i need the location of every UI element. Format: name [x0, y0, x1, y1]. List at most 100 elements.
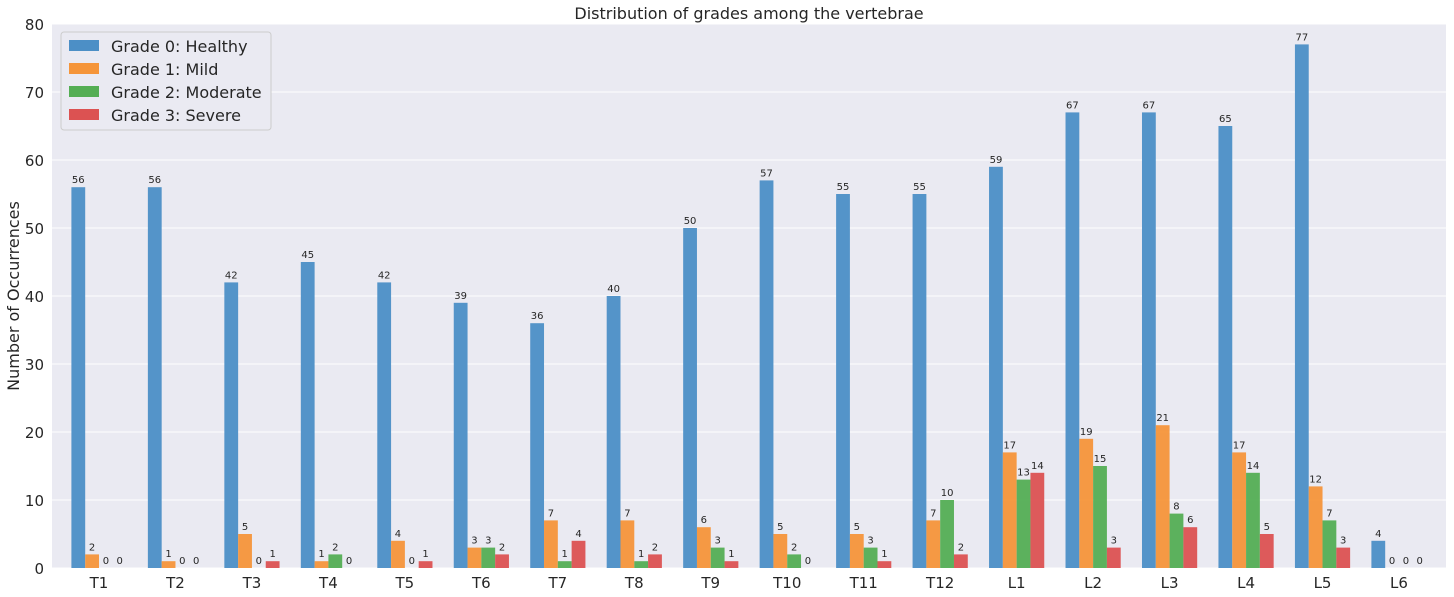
legend-swatch — [69, 40, 99, 51]
bar — [530, 323, 545, 568]
bar-value-label: 3 — [471, 536, 477, 547]
bar-value-label: 3 — [714, 536, 720, 547]
bar-value-label: 19 — [1080, 427, 1093, 438]
bar-value-label: 0 — [193, 556, 199, 567]
bar-value-label: 55 — [913, 182, 926, 193]
bar — [300, 262, 315, 568]
bar-value-label: 1 — [562, 549, 568, 560]
bar-value-label: 0 — [1403, 556, 1409, 567]
legend-label: Grade 1: Mild — [111, 60, 218, 79]
x-tick-label: T1 — [89, 574, 109, 592]
bar — [391, 540, 405, 568]
bar-value-label: 3 — [1340, 536, 1346, 547]
bar-value-label: 4 — [395, 529, 401, 540]
bar — [1259, 534, 1274, 568]
x-tick-label: T8 — [624, 574, 644, 592]
bar — [1002, 452, 1017, 568]
bar — [265, 561, 280, 568]
bar — [71, 187, 86, 568]
x-tick-label: T3 — [242, 574, 262, 592]
x-tick-labels: T1 T2 T3 T4 T5 T6 T7 T8 T9 T10 T11 T12 L1 L2 L3 L4 L5 L6 — [89, 574, 1408, 592]
bar-value-label: 67 — [1143, 100, 1156, 111]
x-tick-label: T6 — [471, 574, 491, 592]
bar-value-label: 2 — [332, 542, 338, 553]
bar-value-label: 1 — [165, 549, 171, 560]
x-tick-label: L2 — [1084, 574, 1102, 592]
x-tick-label: T9 — [700, 574, 720, 592]
legend-swatch — [69, 63, 99, 74]
bar — [940, 500, 954, 568]
bar-value-label: 67 — [1066, 100, 1079, 111]
bar — [1106, 547, 1121, 568]
bar — [648, 554, 662, 568]
bar — [1294, 44, 1309, 568]
bar — [1030, 472, 1045, 568]
grid-lines — [52, 23, 1446, 569]
bar-value-label: 36 — [531, 311, 544, 322]
bar-value-label: 5 — [242, 522, 248, 533]
bar-value-label: 7 — [930, 508, 936, 519]
bar — [1218, 126, 1233, 568]
bar — [773, 534, 788, 568]
y-tick-label: 50 — [25, 220, 44, 238]
bar-value-label: 1 — [728, 549, 734, 560]
y-tick-label: 20 — [25, 424, 44, 442]
y-tick-label: 70 — [25, 84, 44, 102]
bar-value-label: 17 — [1003, 440, 1016, 451]
bar — [377, 282, 392, 568]
bar — [481, 547, 496, 568]
y-tick-label: 10 — [25, 492, 44, 510]
x-tick-label: T10 — [772, 574, 801, 592]
bar-value-label: 0 — [256, 556, 262, 567]
chart-title: Distribution of grades among the vertebr… — [574, 4, 923, 23]
bar-value-label: 56 — [148, 175, 161, 186]
bar-value-label: 2 — [89, 542, 95, 553]
y-tick-label: 60 — [25, 152, 44, 170]
bar — [1065, 112, 1080, 569]
bar-value-label: 10 — [941, 488, 954, 499]
x-tick-label: T12 — [925, 574, 954, 592]
bar-value-label: 14 — [1247, 461, 1260, 472]
bar — [1169, 513, 1184, 568]
bar-value-label: 5 — [1264, 522, 1270, 533]
bar-value-label: 1 — [422, 549, 428, 560]
bar — [544, 520, 558, 568]
bar-value-label: 6 — [701, 515, 707, 526]
bar-value-label: 3 — [485, 536, 491, 547]
legend-label: Grade 2: Moderate — [111, 83, 262, 102]
bar-value-label: 0 — [103, 556, 109, 567]
x-tick-label: T5 — [395, 574, 415, 592]
bar-value-label: 77 — [1295, 32, 1308, 43]
bar — [1079, 438, 1094, 568]
bar — [1016, 479, 1031, 568]
bar — [683, 228, 697, 568]
bar — [238, 534, 252, 568]
x-tick-label: L6 — [1390, 574, 1408, 592]
bar — [620, 520, 635, 568]
bar-value-label: 7 — [548, 508, 554, 519]
bar-value-label: 55 — [837, 182, 850, 193]
bar — [849, 534, 864, 568]
bar-value-label: 2 — [652, 542, 658, 553]
legend-label: Grade 3: Severe — [111, 106, 241, 125]
bar-value-label: 3 — [1111, 536, 1117, 547]
bar-value-label: 42 — [378, 270, 391, 281]
legend-box — [60, 31, 272, 131]
x-tick-label: T11 — [849, 574, 878, 592]
bar-value-label: 1 — [318, 549, 324, 560]
bar-value-label: 21 — [1156, 413, 1169, 424]
bar-value-label: 57 — [760, 168, 773, 179]
y-tick-label: 0 — [34, 560, 44, 578]
bar — [1093, 466, 1107, 568]
bar-value-label: 65 — [1219, 114, 1232, 125]
x-tick-label: L1 — [1008, 574, 1026, 592]
bar-value-label: 8 — [1173, 502, 1179, 513]
bar — [453, 302, 468, 568]
bar-value-label: 42 — [225, 270, 238, 281]
bar — [1371, 540, 1386, 568]
bar-value-label: 39 — [454, 291, 467, 302]
bar-value-label: 7 — [624, 508, 630, 519]
bar — [759, 180, 774, 568]
legend-swatch — [69, 86, 99, 97]
